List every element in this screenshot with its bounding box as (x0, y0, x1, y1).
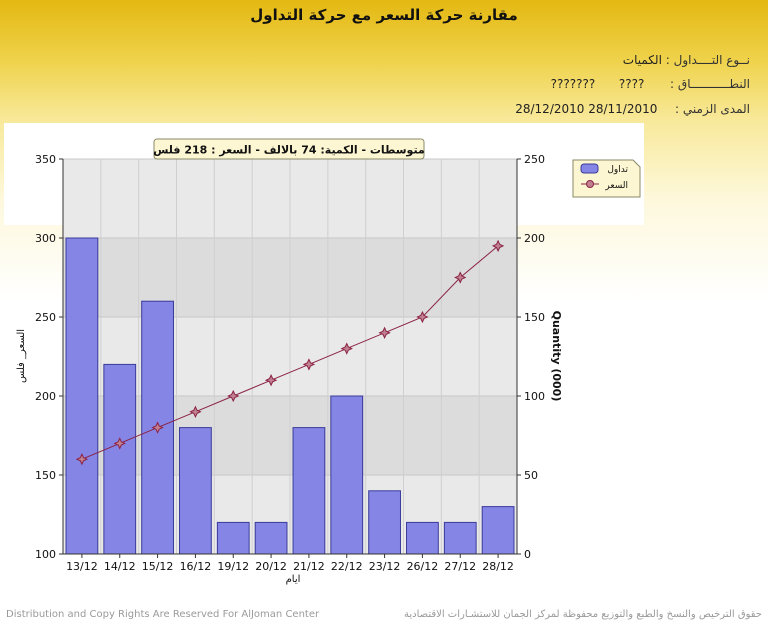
axes (62, 159, 518, 555)
tick-labels: 100 150 200 250 300 350 0 50 100 150 200 250 13/12 14… (35, 153, 545, 573)
x-tick-label: 21/12 (293, 560, 325, 573)
volume-bar (330, 395, 364, 555)
volume-bar (443, 521, 477, 555)
x-tick-label: 26/12 (407, 560, 439, 573)
x-tick-label: 28/12 (482, 560, 514, 573)
y-axis-right-label: Quantity (000) (550, 311, 563, 402)
volume-bar (368, 490, 401, 555)
price-point (151, 421, 164, 434)
volume-bars (65, 237, 515, 555)
range-row: النطـــــــــــاق : ???? ??????? (551, 77, 750, 91)
x-tick-label: 15/12 (142, 560, 174, 573)
price-point (416, 310, 429, 324)
price-point (264, 374, 278, 387)
y-left-tick-label: 250 (35, 311, 56, 324)
y-right-tick-label: 150 (524, 311, 545, 324)
y-right-tick-label: 200 (524, 232, 545, 245)
x-tick-label: 20/12 (255, 560, 287, 573)
x-tick-label: 13/12 (66, 560, 98, 573)
price-point (340, 342, 353, 355)
page-title: مقارنة حركة السعر مع حركة التداول (250, 6, 518, 24)
averages-text: متوسطات - الكمية: 74 بالالف - السعر : 21… (153, 144, 425, 157)
legend: تداول السعر (572, 159, 641, 198)
y-left-tick-label: 300 (35, 232, 56, 245)
averages-box: متوسطات - الكمية: 74 بالالف - السعر : 21… (153, 138, 425, 160)
range-label: النطـــــــــــاق : (670, 77, 750, 91)
price-line-path (81, 245, 499, 460)
footer-copyright-ar: حقوق الترخيص والنسخ والطبع والتوزيع محفو… (404, 609, 762, 620)
price-point (189, 405, 202, 418)
legend-line-marker (586, 180, 594, 188)
x-tick-label: 16/12 (180, 560, 212, 573)
price-point (378, 326, 391, 339)
price-point (113, 437, 126, 450)
y-axis-left-label: السعر_ فلس (16, 329, 27, 383)
volume-bar (481, 506, 515, 555)
price-point (454, 271, 467, 284)
volume-bar (292, 427, 326, 555)
y-right-tick-label: 0 (524, 548, 531, 561)
x-tick-label: 19/12 (217, 560, 249, 573)
volume-bar (406, 521, 439, 555)
legend-bar-swatch (580, 163, 599, 174)
trade-type-value: الكميات (622, 53, 662, 67)
y-left-tick-label: 200 (35, 390, 56, 403)
y-right-tick-label: 50 (524, 469, 538, 482)
range-value-1: ???? (618, 77, 645, 91)
price-volume-chart: 100 150 200 250 300 350 0 50 100 150 200 250 13/12 14… (16, 138, 641, 585)
price-point (227, 389, 240, 403)
y-left-tick-label: 350 (35, 153, 56, 166)
range-value-2: ??????? (550, 77, 596, 91)
axis-labels: ايام السعر_ فلس Quantity (000) (16, 311, 563, 585)
x-tick-label: 27/12 (444, 560, 476, 573)
price-point (302, 358, 316, 371)
volume-bar (103, 363, 137, 555)
legend-bar-label: تداول (607, 165, 628, 175)
period-value: 28/12/2010 28/11/2010 (515, 102, 658, 116)
volume-bar (216, 521, 250, 555)
period-label: المدى الزمني : (675, 102, 750, 116)
y-right-tick-label: 100 (524, 390, 545, 403)
footer-copyright-en: Distribution and Copy Rights Are Reserve… (6, 609, 320, 620)
y-left-tick-label: 150 (35, 469, 56, 482)
volume-bar (254, 521, 288, 555)
period-row: المدى الزمني : 28/12/2010 28/11/2010 (515, 102, 750, 116)
y-left-tick-label: 100 (35, 548, 56, 561)
trade-type-row: نــوع التــــداول : الكميات (623, 53, 750, 67)
x-tick-label: 23/12 (369, 560, 401, 573)
trade-type-label: نــوع التــــداول : (665, 53, 750, 67)
volume-bar (179, 427, 212, 555)
price-point (491, 239, 505, 253)
legend-line-label: السعر (604, 181, 628, 191)
x-tick-label: 14/12 (104, 560, 136, 573)
y-right-tick-label: 250 (524, 153, 545, 166)
price-line (75, 239, 505, 466)
price-point (75, 453, 89, 466)
volume-bar (65, 237, 99, 555)
x-axis-label: ايام (286, 574, 301, 585)
x-tick-label: 22/12 (331, 560, 363, 573)
